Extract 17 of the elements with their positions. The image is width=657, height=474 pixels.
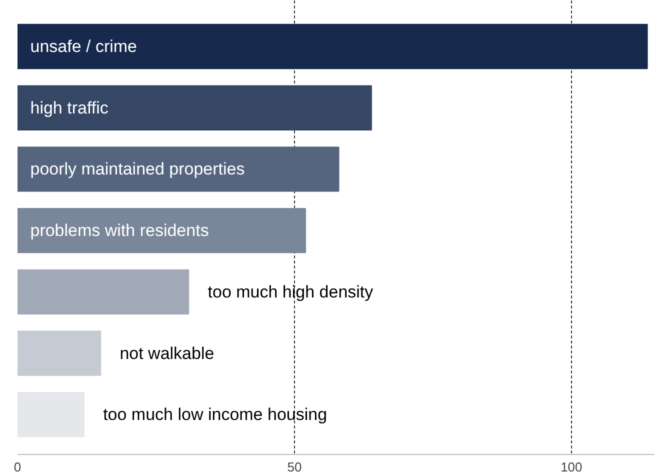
bar <box>18 85 372 130</box>
y-tick-label: too much high density <box>208 282 374 302</box>
bar <box>18 392 84 438</box>
y-tick-label: poorly maintained properties <box>30 160 245 179</box>
bar <box>18 269 190 315</box>
y-tick-label: not walkable <box>120 344 214 363</box>
bar <box>18 330 102 376</box>
y-tick-label: unsafe / crime <box>30 37 138 56</box>
x-tick-label: 0 <box>14 460 22 474</box>
x-tick-label: 100 <box>560 460 582 474</box>
x-tick-label: 50 <box>287 460 302 474</box>
bar <box>18 208 306 254</box>
bar <box>18 146 340 192</box>
bar <box>18 24 648 70</box>
y-tick-label: problems with residents <box>30 221 209 240</box>
y-tick-label: too much low income housing <box>103 405 328 424</box>
y-tick-label: high traffic <box>30 98 109 118</box>
